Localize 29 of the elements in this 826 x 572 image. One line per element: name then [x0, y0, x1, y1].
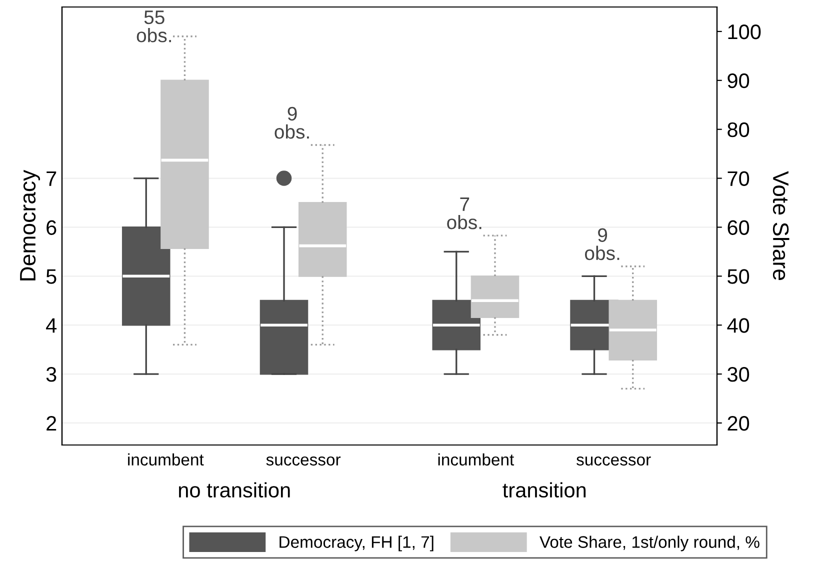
y2-tick-label: 70 [728, 171, 750, 186]
x-tick-label: incumbent [128, 453, 204, 466]
text: transition [502, 482, 586, 498]
y2-axis-title: Vote Share [772, 171, 790, 280]
y-tick-label: 7 [46, 172, 56, 186]
y-axis-title: Democracy [20, 170, 40, 280]
y-tick-label: 4 [46, 318, 57, 333]
x-tick-label: incumbent [438, 453, 514, 466]
y2-tick-label: 100 [728, 24, 761, 40]
y2-tick-label: 20 [728, 416, 750, 431]
annotation: 7 obs. [447, 198, 482, 230]
y-tick-label: 6 [46, 220, 56, 235]
y2-tick-label: 50 [728, 269, 750, 284]
legend-label: Vote Share, 1st/only round, % [540, 536, 760, 552]
x-tick-label: successor [576, 456, 651, 466]
y2-tick-label: 90 [728, 73, 750, 88]
annotation: 9 obs. [584, 228, 620, 260]
text: no transition [179, 482, 290, 498]
y2-tick-label: 60 [728, 220, 750, 235]
y2-tick-label: 30 [728, 367, 750, 382]
y2-tick-label: 80 [728, 122, 750, 138]
x-tick-label: successor [266, 456, 341, 466]
y-tick-label: 5 [46, 269, 56, 284]
y-tick-label: 2 [46, 416, 56, 431]
y-tick-label: 3 [46, 367, 56, 382]
y2-tick-label: 40 [727, 318, 750, 333]
annotation: 55 obs. [136, 10, 171, 42]
legend-label: Democracy, FH [1, 7] [280, 536, 434, 552]
annotation: 9 obs. [274, 106, 309, 139]
